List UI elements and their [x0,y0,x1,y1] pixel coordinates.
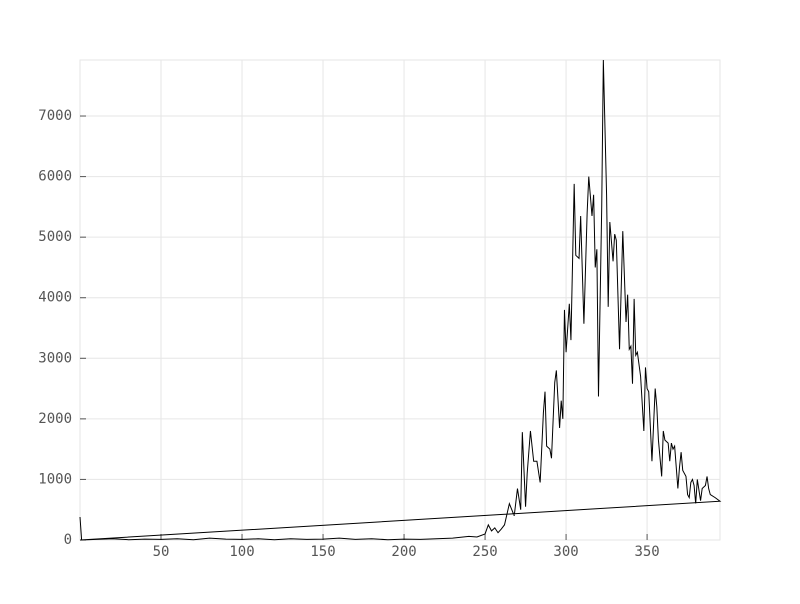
x-tick-label: 150 [310,544,335,560]
y-tick-label: 3000 [38,350,72,366]
data-line [79,59,722,541]
y-tick-label: 1000 [38,471,72,487]
y-tick-label: 6000 [38,169,72,185]
x-tick-label: 200 [391,544,416,560]
y-tick-label: 4000 [38,290,72,306]
y-tick-label: 0 [64,532,72,548]
plot-frame [79,59,721,541]
y-tick-label: 7000 [38,108,72,124]
x-tick-label: 350 [634,544,659,560]
x-tick-label: 300 [553,544,578,560]
y-tick-label: 5000 [38,229,72,245]
y-tick-label: 2000 [38,411,72,427]
x-tick-label: 50 [153,544,170,560]
x-tick-label: 250 [472,544,497,560]
x-tick-label: 100 [229,544,254,560]
